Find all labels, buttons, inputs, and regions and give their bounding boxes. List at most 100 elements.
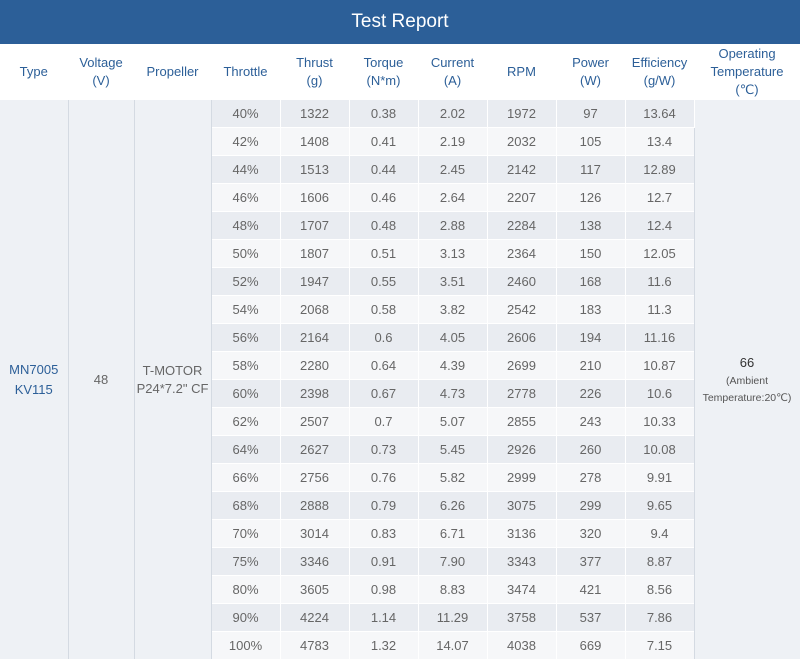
- power-cell: 126: [556, 183, 626, 212]
- current-cell: 6.71: [418, 519, 488, 548]
- efficiency-cell: 12.4: [625, 211, 695, 240]
- thrust-cell: 2507: [280, 407, 350, 436]
- thrust-cell: 4783: [280, 631, 350, 660]
- torque-cell: 0.55: [349, 267, 419, 296]
- column-header-text: Efficiency: [631, 55, 688, 70]
- throttle-cell: 100%: [211, 631, 281, 660]
- torque-cell: 0.7: [349, 407, 419, 436]
- current-cell: 5.45: [418, 435, 488, 464]
- table-row: 75% 3346 0.91 7.90 3343 377 8.87: [0, 547, 800, 576]
- efficiency-cell: 10.33: [625, 407, 695, 436]
- table-row: 54% 2068 0.58 3.82 2542 183 11.3: [0, 295, 800, 324]
- thrust-cell: 2756: [280, 463, 350, 492]
- rpm-cell: 3075: [487, 491, 557, 520]
- thrust-cell: 3014: [280, 519, 350, 548]
- column-header-rpm: RPM: [487, 44, 557, 100]
- table-row: 64% 2627 0.73 5.45 2926 260 10.08: [0, 435, 800, 464]
- column-header-text: Power: [572, 55, 609, 70]
- column-header-text: (W): [580, 73, 601, 88]
- column-header-text: Temperature: [710, 64, 784, 79]
- torque-cell: 0.67: [349, 379, 419, 408]
- test-report-table: Type Voltage (V) Propeller Throttle Thrust (g)…: [0, 44, 800, 660]
- torque-cell: 0.73: [349, 435, 419, 464]
- power-cell: 97: [556, 100, 626, 128]
- current-cell: 2.19: [418, 127, 488, 156]
- power-cell: 226: [556, 379, 626, 408]
- table-row: 42% 1408 0.41 2.19 2032 105 13.4: [0, 127, 800, 156]
- column-header-voltage: Voltage (V): [68, 44, 135, 100]
- torque-cell: 0.98: [349, 575, 419, 604]
- rpm-cell: 3343: [487, 547, 557, 576]
- torque-cell: 0.6: [349, 323, 419, 352]
- torque-cell: 0.91: [349, 547, 419, 576]
- rpm-cell: 2364: [487, 239, 557, 268]
- efficiency-cell: 7.86: [625, 603, 695, 632]
- rpm-cell: 2142: [487, 155, 557, 184]
- throttle-cell: 75%: [211, 547, 281, 576]
- thrust-cell: 1408: [280, 127, 350, 156]
- table-row: 62% 2507 0.7 5.07 2855 243 10.33: [0, 407, 800, 436]
- table-row: 80% 3605 0.98 8.83 3474 421 8.56: [0, 575, 800, 604]
- column-header-operating-temperature: Operating Temperature (℃): [694, 44, 800, 100]
- throttle-cell: 52%: [211, 267, 281, 296]
- current-cell: 3.13: [418, 239, 488, 268]
- throttle-cell: 62%: [211, 407, 281, 436]
- rpm-cell: 2542: [487, 295, 557, 324]
- throttle-cell: 64%: [211, 435, 281, 464]
- thrust-cell: 2627: [280, 435, 350, 464]
- column-header-text: Type: [19, 64, 48, 79]
- thrust-cell: 2280: [280, 351, 350, 380]
- current-cell: 8.83: [418, 575, 488, 604]
- throttle-cell: 68%: [211, 491, 281, 520]
- table-row: 44% 1513 0.44 2.45 2142 117 12.89: [0, 155, 800, 184]
- efficiency-cell: 8.56: [625, 575, 695, 604]
- rpm-cell: 4038: [487, 631, 557, 660]
- throttle-cell: 50%: [211, 239, 281, 268]
- thrust-cell: 2888: [280, 491, 350, 520]
- power-cell: 669: [556, 631, 626, 660]
- column-header-text: Current: [430, 55, 475, 70]
- table-row: 60% 2398 0.67 4.73 2778 226 10.6: [0, 379, 800, 408]
- efficiency-cell: 12.89: [625, 155, 695, 184]
- table-row: 58% 2280 0.64 4.39 2699 210 10.87: [0, 351, 800, 380]
- column-header-text: (℃): [735, 82, 759, 97]
- power-cell: 377: [556, 547, 626, 576]
- thrust-cell: 1513: [280, 155, 350, 184]
- thrust-cell: 3605: [280, 575, 350, 604]
- torque-cell: 0.83: [349, 519, 419, 548]
- ambient-temperature-note: (Ambient: [725, 374, 768, 387]
- propeller-text: T-MOTOR: [142, 362, 203, 378]
- column-header-torque: Torque (N*m): [349, 44, 419, 100]
- throttle-cell: 58%: [211, 351, 281, 380]
- voltage-cell: 48: [68, 100, 135, 660]
- rpm-cell: 2778: [487, 379, 557, 408]
- throttle-cell: 70%: [211, 519, 281, 548]
- table-row: 52% 1947 0.55 3.51 2460 168 11.6: [0, 267, 800, 296]
- rpm-cell: 2926: [487, 435, 557, 464]
- column-header-text: (g/W): [643, 73, 676, 88]
- motor-type-text: KV115: [14, 381, 53, 397]
- column-header-text: (A): [443, 73, 462, 88]
- throttle-cell: 90%: [211, 603, 281, 632]
- power-cell: 537: [556, 603, 626, 632]
- thrust-cell: 3346: [280, 547, 350, 576]
- efficiency-cell: 9.65: [625, 491, 695, 520]
- current-cell: 7.90: [418, 547, 488, 576]
- power-cell: 421: [556, 575, 626, 604]
- column-header-thrust: Thrust (g): [280, 44, 350, 100]
- efficiency-cell: 9.4: [625, 519, 695, 548]
- column-header-text: Thrust: [296, 55, 333, 70]
- column-header-propeller: Propeller: [134, 44, 212, 100]
- power-cell: 194: [556, 323, 626, 352]
- column-header-text: (g): [306, 73, 323, 88]
- current-cell: 5.07: [418, 407, 488, 436]
- torque-cell: 0.44: [349, 155, 419, 184]
- throttle-cell: 42%: [211, 127, 281, 156]
- efficiency-cell: 11.16: [625, 323, 695, 352]
- column-header-power: Power (W): [556, 44, 626, 100]
- thrust-cell: 1707: [280, 211, 350, 240]
- thrust-cell: 1807: [280, 239, 350, 268]
- power-cell: 138: [556, 211, 626, 240]
- motor-type-text: MN7005: [9, 361, 59, 377]
